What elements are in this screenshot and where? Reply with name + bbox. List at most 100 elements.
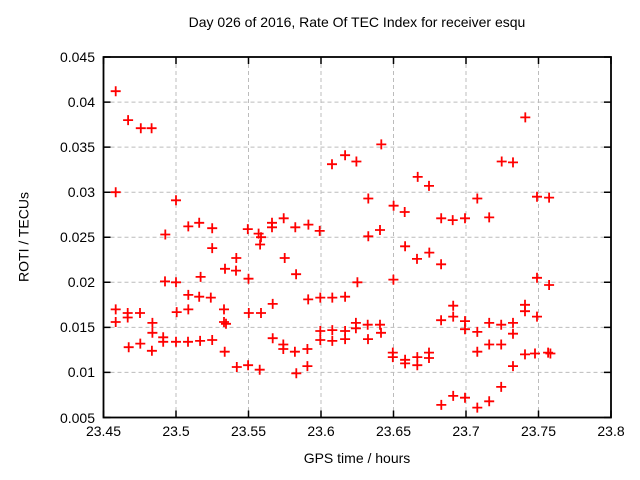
data-point-marker bbox=[279, 253, 290, 263]
data-point-marker bbox=[314, 225, 325, 236]
data-point-marker bbox=[278, 344, 289, 354]
data-point-marker bbox=[508, 317, 518, 328]
data-point-marker bbox=[460, 213, 470, 224]
x-tick-label: 23.65 bbox=[375, 423, 412, 439]
x-tick-label: 23.7 bbox=[452, 423, 480, 439]
data-point-marker bbox=[388, 200, 399, 211]
data-point-marker bbox=[194, 291, 205, 302]
data-point-marker bbox=[207, 243, 218, 254]
y-tick-label: 0.005 bbox=[59, 409, 95, 426]
data-point-marker bbox=[387, 352, 398, 363]
y-tick-label: 0.02 bbox=[67, 274, 95, 291]
data-point-marker bbox=[290, 222, 301, 233]
data-point-marker bbox=[160, 276, 170, 287]
y-tick-label: 0.045 bbox=[59, 49, 95, 65]
data-point-marker bbox=[340, 150, 351, 161]
data-point-marker bbox=[231, 265, 241, 276]
data-point-marker bbox=[243, 273, 254, 284]
data-point-marker bbox=[255, 239, 266, 250]
data-point-marker bbox=[376, 327, 386, 338]
data-point-marker bbox=[183, 221, 194, 232]
data-point-marker bbox=[362, 319, 373, 330]
data-point-marker bbox=[289, 346, 300, 357]
data-point-marker bbox=[448, 300, 459, 311]
data-point-marker bbox=[110, 304, 121, 315]
data-point-marker bbox=[350, 323, 361, 334]
data-point-marker bbox=[231, 362, 242, 372]
data-point-marker bbox=[363, 231, 374, 242]
data-point-marker bbox=[110, 187, 121, 198]
data-point-marker bbox=[303, 219, 314, 230]
data-point-marker bbox=[436, 315, 447, 326]
data-point-marker bbox=[183, 336, 193, 347]
y-tick-label: 0.015 bbox=[59, 319, 95, 336]
data-point-marker bbox=[195, 335, 206, 346]
data-point-marker bbox=[472, 193, 483, 204]
data-point-marker bbox=[254, 364, 265, 375]
data-point-marker bbox=[472, 402, 483, 413]
data-point-marker bbox=[123, 342, 134, 353]
data-point-marker bbox=[302, 344, 313, 354]
data-point-marker bbox=[243, 360, 254, 371]
data-point-marker bbox=[436, 259, 447, 270]
data-point-marker bbox=[243, 308, 254, 318]
data-point-marker bbox=[484, 396, 495, 407]
data-point-marker bbox=[267, 333, 278, 344]
data-point-marker bbox=[242, 224, 253, 235]
data-point-marker bbox=[171, 195, 181, 206]
y-tick-label: 0.025 bbox=[59, 229, 95, 246]
data-point-marker bbox=[303, 294, 314, 305]
data-point-marker bbox=[171, 307, 182, 318]
data-point-marker bbox=[207, 223, 218, 234]
data-point-marker bbox=[508, 361, 518, 372]
x-tick-label: 23.5 bbox=[162, 423, 190, 439]
y-tick-label: 0.01 bbox=[67, 364, 95, 381]
data-point-marker bbox=[231, 253, 242, 263]
data-point-marker bbox=[171, 336, 181, 347]
data-point-marker bbox=[520, 306, 530, 317]
data-point-marker bbox=[110, 317, 121, 327]
data-point-marker bbox=[424, 180, 434, 191]
y-tick-label: 0.03 bbox=[67, 184, 95, 201]
data-point-marker bbox=[460, 392, 470, 403]
data-point-marker bbox=[544, 280, 555, 290]
data-point-marker bbox=[256, 308, 266, 318]
data-point-marker bbox=[221, 318, 231, 329]
data-point-marker bbox=[484, 317, 495, 328]
data-point-marker bbox=[520, 349, 530, 360]
data-point-marker bbox=[375, 319, 385, 330]
data-point-marker bbox=[532, 191, 542, 202]
data-point-marker bbox=[315, 326, 326, 336]
y-tick-label: 0.035 bbox=[59, 139, 95, 156]
data-point-marker bbox=[352, 277, 363, 288]
data-point-marker bbox=[219, 346, 230, 357]
data-point-marker bbox=[532, 311, 542, 322]
x-tick-label: 23.8 bbox=[597, 423, 625, 439]
data-point-marker bbox=[412, 360, 423, 371]
data-point-marker bbox=[291, 269, 302, 280]
data-point-marker bbox=[424, 353, 434, 363]
data-point-marker bbox=[340, 334, 351, 345]
data-point-marker bbox=[520, 112, 531, 123]
data-point-marker bbox=[508, 328, 518, 339]
data-point-marker bbox=[207, 335, 218, 345]
data-point-marker bbox=[267, 222, 277, 233]
data-point-marker bbox=[183, 289, 194, 300]
data-point-marker bbox=[376, 139, 387, 150]
data-point-marker bbox=[147, 327, 158, 338]
data-point-marker bbox=[375, 225, 385, 235]
data-point-marker bbox=[220, 263, 230, 274]
data-point-marker bbox=[327, 159, 337, 170]
data-point-marker bbox=[544, 192, 555, 203]
data-point-marker bbox=[135, 123, 146, 134]
data-point-marker bbox=[496, 339, 507, 350]
data-point-marker bbox=[532, 272, 542, 283]
data-point-marker bbox=[412, 253, 422, 264]
data-point-marker bbox=[388, 274, 399, 285]
data-point-marker bbox=[315, 335, 326, 345]
data-point-marker bbox=[219, 304, 229, 315]
x-axis-label: GPS time / hours bbox=[303, 450, 411, 466]
data-point-marker bbox=[412, 171, 423, 182]
